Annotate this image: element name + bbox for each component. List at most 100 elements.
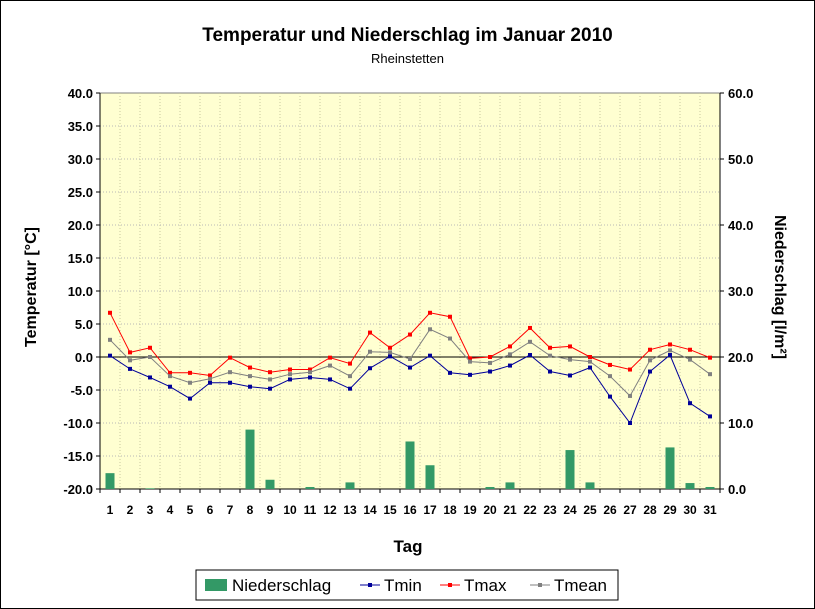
y-tick-label-left: -10.0 [63, 416, 93, 431]
y-tick-label-right: 30.0 [728, 284, 753, 299]
point-tmax [508, 344, 512, 349]
point-tmax [608, 362, 612, 367]
y-tick-label-left: 5.0 [75, 317, 93, 332]
y-tick-label-left: 25.0 [68, 185, 93, 200]
bar-niederschlag [245, 429, 255, 489]
point-tmax [368, 330, 372, 335]
x-tick-label: 7 [227, 503, 234, 517]
point-tmin [148, 375, 152, 380]
bar-niederschlag [505, 482, 515, 489]
x-tick-label: 11 [304, 503, 317, 517]
point-tmean [568, 357, 572, 362]
x-tick-label: 23 [543, 503, 557, 517]
point-tmin [668, 353, 672, 358]
y-tick-label-right: 10.0 [728, 416, 753, 431]
point-tmin [428, 353, 432, 358]
point-tmin [568, 373, 572, 378]
y-tick-label-left: 10.0 [68, 284, 93, 299]
point-tmin [688, 401, 692, 406]
x-tick-label: 27 [623, 503, 637, 517]
legend-marker-tmin [368, 583, 372, 587]
point-tmin [108, 353, 112, 358]
x-tick-label: 4 [167, 503, 174, 517]
point-tmean [708, 372, 712, 377]
point-tmean [188, 380, 192, 385]
point-tmax [288, 367, 292, 372]
point-tmean [108, 337, 112, 342]
x-tick-label: 15 [383, 503, 397, 517]
y-tick-label-left: -5.0 [71, 383, 93, 398]
point-tmean [488, 360, 492, 365]
bar-niederschlag [305, 487, 315, 489]
point-tmax [668, 342, 672, 347]
point-tmin [708, 414, 712, 419]
x-tick-label: 16 [403, 503, 417, 517]
bar-niederschlag [425, 465, 435, 489]
y-tick-label-left: -20.0 [63, 482, 93, 497]
point-tmax [208, 373, 212, 378]
point-tmax [408, 332, 412, 337]
bar-niederschlag [105, 473, 115, 489]
point-tmax [428, 310, 432, 315]
point-tmean [168, 374, 172, 379]
x-tick-label: 17 [423, 503, 437, 517]
point-tmin [308, 375, 312, 380]
point-tmin [248, 384, 252, 389]
point-tmean [688, 357, 692, 362]
point-tmax [628, 367, 632, 372]
point-tmean [388, 350, 392, 355]
bar-niederschlag [705, 487, 715, 489]
y-tick-label-right: 60.0 [728, 86, 753, 101]
point-tmax [308, 367, 312, 372]
x-tick-label: 2 [127, 503, 134, 517]
point-tmax [568, 344, 572, 349]
legend-marker-tmean [538, 583, 542, 587]
x-tick-label: 22 [523, 503, 537, 517]
point-tmin [208, 380, 212, 385]
x-axis-label: Tag [394, 537, 423, 556]
point-tmin [468, 372, 472, 377]
point-tmin [628, 421, 632, 425]
legend-swatch-niederschlag [205, 579, 227, 591]
y-tick-label-right: 40.0 [728, 218, 753, 233]
y-tick-label-left: 30.0 [68, 152, 93, 167]
point-tmin [228, 380, 232, 385]
point-tmin [508, 363, 512, 368]
x-tick-label: 10 [283, 503, 297, 517]
point-tmin [448, 370, 452, 375]
point-tmin [188, 396, 192, 401]
bar-niederschlag [145, 488, 155, 489]
x-tick-label: 28 [643, 503, 657, 517]
point-tmean [288, 372, 292, 377]
y-tick-label-left: -15.0 [63, 449, 93, 464]
x-tick-label: 5 [187, 503, 194, 517]
point-tmin [368, 366, 372, 371]
point-tmin [348, 386, 352, 391]
point-tmean [508, 352, 512, 357]
x-tick-label: 1 [107, 503, 114, 517]
bar-niederschlag [485, 487, 495, 489]
x-tick-label: 3 [147, 503, 154, 517]
y-tick-label-right: 20.0 [728, 350, 753, 365]
point-tmax [228, 355, 232, 360]
point-tmin [648, 369, 652, 374]
y-tick-label-left: 20.0 [68, 218, 93, 233]
point-tmean [268, 377, 272, 382]
bar-niederschlag [345, 482, 355, 489]
legend-label-niederschlag: Niederschlag [232, 576, 331, 595]
point-tmax [148, 345, 152, 350]
y-tick-label-left: 40.0 [68, 86, 93, 101]
point-tmin [608, 394, 612, 399]
point-tmax [708, 355, 712, 360]
bar-niederschlag [585, 482, 595, 489]
legend-marker-tmax [448, 583, 452, 587]
point-tmax [528, 325, 532, 330]
point-tmax [648, 347, 652, 352]
point-tmean [448, 336, 452, 341]
point-tmax [348, 361, 352, 366]
point-tmin [588, 365, 592, 370]
y-tick-label-left: 35.0 [68, 119, 93, 134]
legend-label-tmin: Tmin [384, 576, 422, 595]
bar-niederschlag [665, 447, 675, 489]
